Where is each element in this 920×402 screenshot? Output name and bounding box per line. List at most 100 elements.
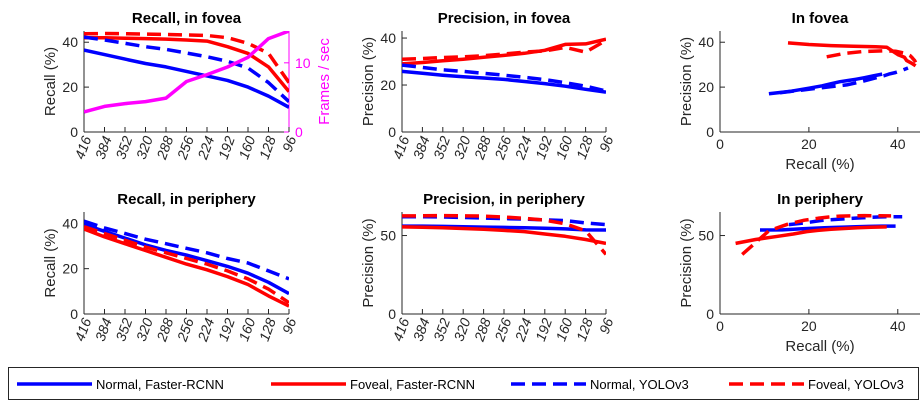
panel-1-x-tick-label: 160	[235, 134, 258, 162]
panel-2-y-label: Precision (%)	[360, 37, 377, 126]
panel-5-x-tick-label: 96	[596, 316, 616, 336]
panel-6-title: In periphery	[777, 191, 864, 208]
panel-5-y-tick-label: 50	[380, 228, 396, 244]
panel-1-x-tick-label: 224	[194, 134, 217, 163]
panel-2-series-normal-yolo-line	[402, 63, 606, 93]
panel-2-title: Precision, in fovea	[438, 10, 571, 27]
panel-5-x-tick-label: 320	[450, 316, 473, 344]
panel-3-y-tick-label: 20	[698, 79, 714, 95]
legend-label-normal-frcnn: Normal, Faster-RCNN	[96, 377, 224, 392]
panel-3-x-tick-label: 0	[716, 136, 724, 152]
panel-6-series-foveal-yolo-line	[741, 213, 892, 256]
panel-1-x-tick-label: 192	[215, 134, 238, 162]
panel-2-x-tick-label: 192	[532, 134, 555, 162]
panel-5-x-tick-label: 384	[410, 316, 433, 344]
panel-4-title: Recall, in periphery	[117, 191, 256, 208]
panel-2-x-tick-label: 352	[430, 134, 453, 162]
panel-5-x-tick-label: 160	[552, 316, 575, 344]
panel-2-series-foveal-yolo-line	[402, 38, 606, 61]
panel-5-title: Precision, in periphery	[423, 191, 585, 208]
panel-3-series-foveal-yolo-line	[826, 49, 918, 64]
panel-2-x-tick-label: 256	[491, 134, 514, 163]
panel-2-series-foveal-frcnn-line	[402, 37, 606, 66]
panel-3-series-foveal-frcnn-line	[787, 41, 917, 68]
panel-3-x-label: Recall (%)	[785, 156, 854, 173]
panel-4-y-tick-label: 20	[62, 261, 78, 277]
panel-4-x-tick-label: 256	[173, 316, 196, 345]
panel-1-x-tick-label: 416	[71, 134, 94, 162]
panel-1-series-foveal-yolo-line	[84, 31, 289, 84]
panel-2-series-normal-frcnn-line	[402, 69, 606, 94]
panel-2-x-tick-label: 224	[511, 134, 534, 163]
panel-1-y2-tick-label: 10	[295, 55, 311, 71]
panel-4-series-foveal-yolo-line	[84, 225, 289, 305]
panel-5-x-tick-label: 288	[471, 316, 494, 345]
panel-5-series-foveal-yolo-line	[402, 213, 606, 256]
panel-2-y-tick-label: 40	[380, 30, 396, 46]
panel-5-x-tick-label: 224	[511, 316, 534, 345]
panel-5-series-foveal-frcnn-line	[402, 225, 606, 246]
panel-1-series-foveal-frcnn-line	[84, 35, 289, 93]
panel-3-y-label: Precision (%)	[678, 37, 695, 126]
panel-1-y-tick-label: 40	[62, 34, 78, 50]
panel-2-x-tick-label: 384	[410, 134, 433, 162]
panel-3-x-tick-label: 20	[801, 136, 817, 152]
panel-4-series-normal-yolo-line	[84, 219, 289, 281]
panel-3-series-normal-yolo-line	[779, 66, 909, 95]
panel-4-x-tick-label: 384	[92, 316, 115, 344]
panel-4-x-tick-label: 128	[256, 316, 279, 344]
panel-4-x-tick-label: 288	[153, 316, 176, 345]
panel-2-x-tick-label: 320	[450, 134, 473, 162]
panel-5-y-label: Precision (%)	[360, 218, 377, 307]
panel-1-y-label: Recall (%)	[42, 47, 59, 116]
panel-6-x-tick-label: 40	[890, 318, 906, 334]
panel-1-x-tick-label: 96	[279, 134, 299, 154]
panel-3-title: In fovea	[792, 10, 849, 27]
panel-1-y2-label: Frames / sec	[316, 38, 333, 125]
panel-6-y-tick-label: 50	[698, 228, 714, 244]
panel-6-x-label: Recall (%)	[785, 338, 854, 355]
panel-2-x-tick-label: 416	[389, 134, 412, 162]
panel-1-y-tick-label: 20	[62, 79, 78, 95]
panel-6-series-foveal-frcnn-line	[735, 225, 887, 246]
panel-4-x-tick-label: 160	[235, 316, 258, 344]
panel-4-x-tick-label: 96	[279, 316, 299, 336]
panel-4-series-foveal-frcnn-line	[84, 227, 289, 308]
panel-2-x-tick-label: 128	[573, 134, 596, 162]
panel-3-y-tick-label: 0	[706, 124, 714, 140]
panel-5-x-tick-label: 256	[491, 316, 514, 345]
panel-1-y2-tick-label: 0	[295, 124, 303, 140]
panel-4-y-label: Recall (%)	[42, 228, 59, 297]
panel-6-x-tick-label: 0	[716, 318, 724, 334]
legend-box	[8, 367, 919, 400]
panel-4-y-tick-label: 40	[62, 215, 78, 231]
panel-5-x-tick-label: 128	[573, 316, 596, 344]
panel-3-y-tick-label: 40	[698, 34, 714, 50]
panel-4-x-tick-label: 352	[112, 316, 135, 344]
panel-1-y-tick-label: 0	[70, 124, 78, 140]
panel-1-x-tick-label: 320	[133, 134, 156, 162]
panel-4-x-tick-label: 416	[71, 316, 94, 344]
panel-4-x-tick-label: 192	[215, 316, 238, 344]
panel-3-x-tick-label: 40	[890, 136, 906, 152]
panel-1-x-tick-label: 288	[153, 134, 176, 163]
panel-4-x-tick-label: 224	[194, 316, 217, 345]
panel-6-x-tick-label: 20	[801, 318, 817, 334]
panel-2-x-tick-label: 96	[596, 134, 616, 154]
panel-4-series-normal-frcnn-line	[84, 222, 289, 296]
panel-1-series-fps-line	[84, 31, 289, 114]
legend-label-foveal-yolo: Foveal, YOLOv3	[808, 377, 904, 392]
panel-1-series-normal-frcnn-line	[84, 48, 289, 109]
panel-1-series-normal-yolo-line	[84, 35, 289, 103]
panel-1-title: Recall, in fovea	[132, 10, 242, 27]
panel-1-x-tick-label: 128	[256, 134, 279, 162]
panel-5-y-tick-label: 0	[388, 306, 396, 322]
panel-1-x-tick-label: 352	[112, 134, 135, 162]
panel-4-x-tick-label: 320	[133, 316, 156, 344]
panel-1-x-tick-label: 256	[173, 134, 196, 163]
panel-5-x-tick-label: 192	[532, 316, 555, 344]
panel-2-y-tick-label: 0	[388, 124, 396, 140]
panel-5-series-normal-yolo-line	[402, 214, 606, 227]
panel-6-y-label: Precision (%)	[678, 218, 695, 307]
